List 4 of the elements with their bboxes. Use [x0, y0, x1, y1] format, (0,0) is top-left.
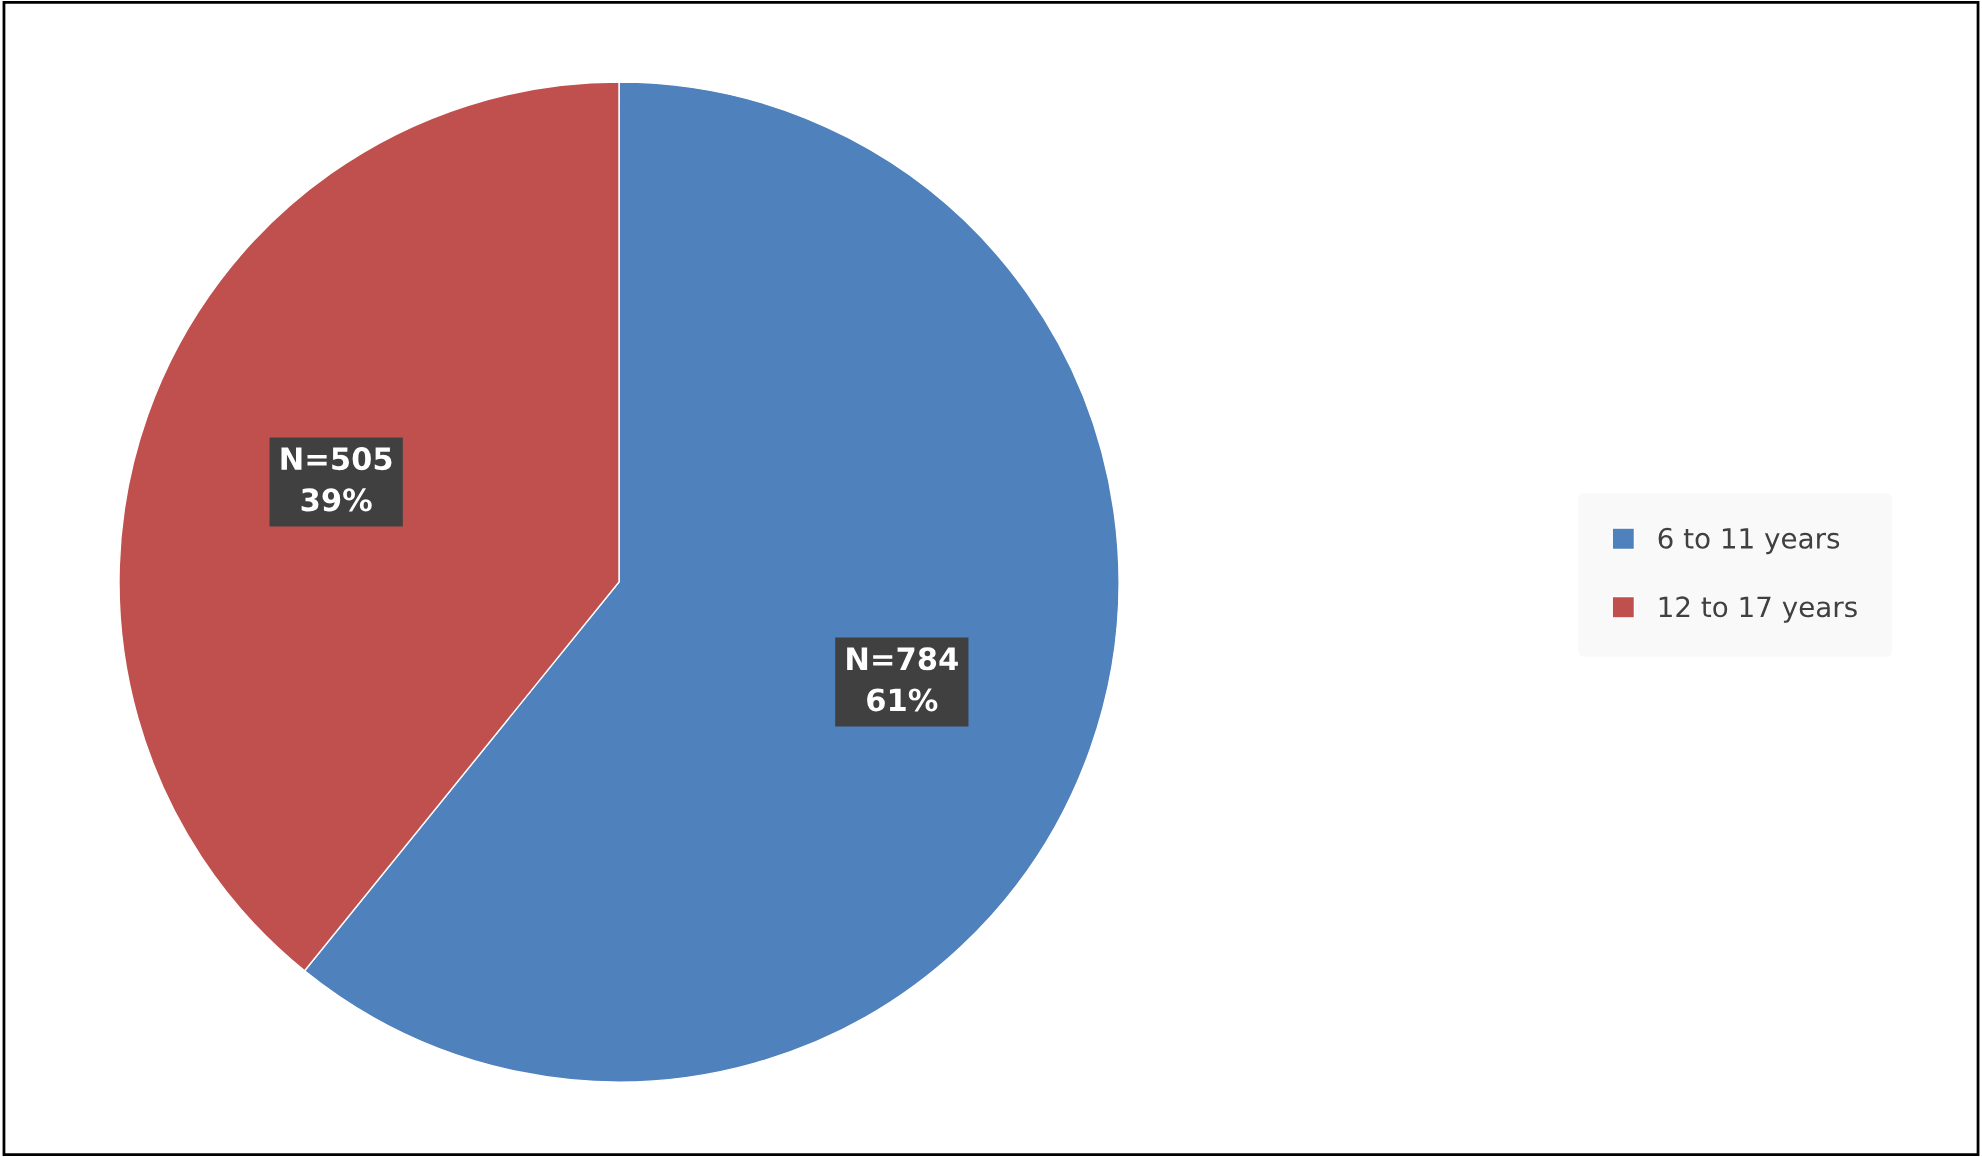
data-label: N=505 39% [281, 447, 392, 512]
legend-label: 12 to 17 years [1659, 596, 1857, 623]
data-label: N=784 61% [847, 647, 958, 712]
legend-label: 6 to 11 years [1658, 527, 1840, 555]
